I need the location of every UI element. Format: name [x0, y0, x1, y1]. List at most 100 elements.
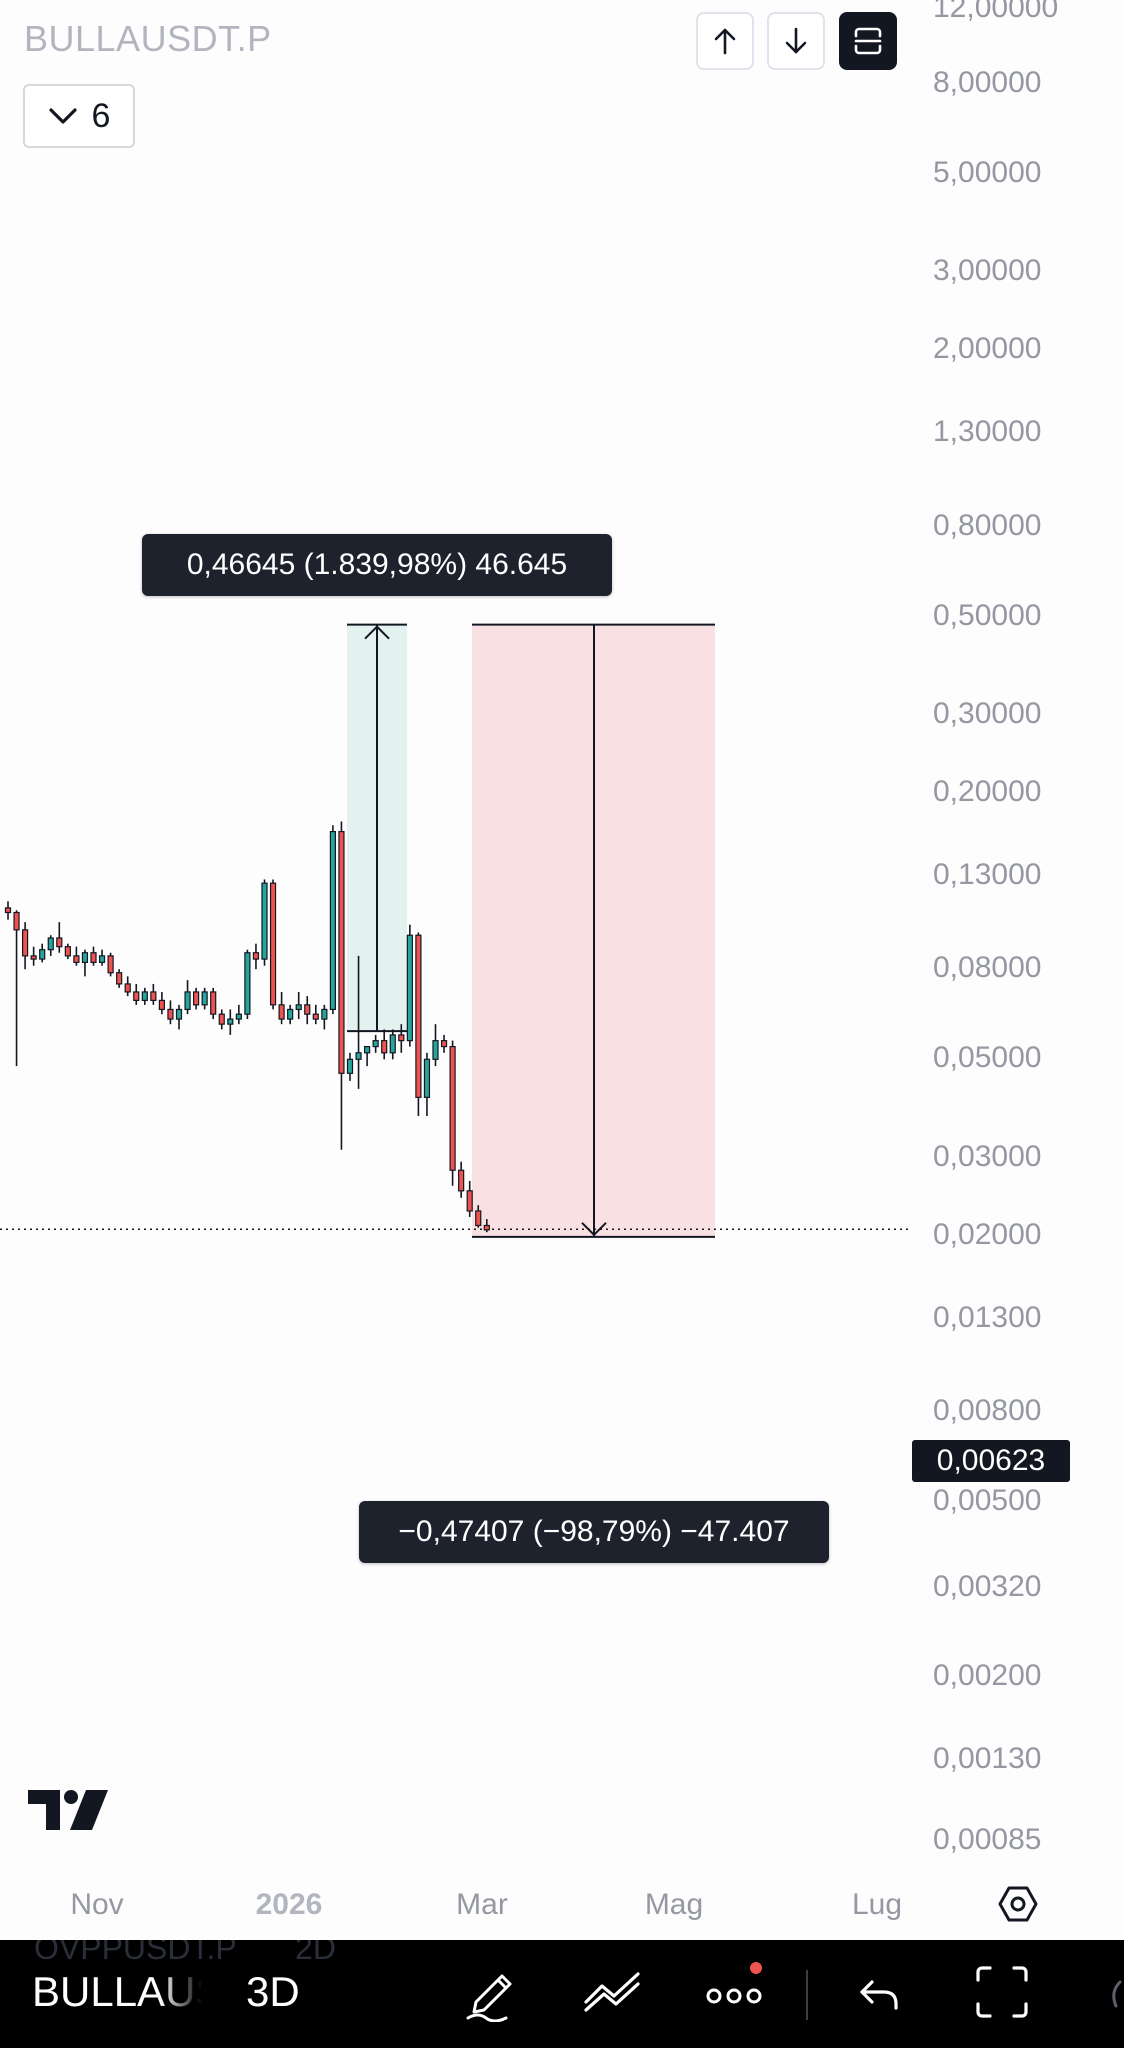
price-axis-label: 0,05000: [933, 1041, 1042, 1074]
candle-bull: [235, 1013, 242, 1020]
chart-area[interactable]: BULLAUSDT.P 6 12,00000 8,00000 5,00000 3…: [0, 0, 1124, 1940]
candle-bear: [116, 972, 123, 985]
ghost-interval: 2D: [295, 1940, 336, 1966]
price-axis-label: 12,00000: [933, 0, 1059, 24]
fullscreen-button[interactable]: [974, 1962, 1030, 2027]
candle-bear: [381, 1040, 388, 1054]
price-axis-label: 0,00500: [933, 1484, 1042, 1517]
candle-bear: [440, 1040, 448, 1048]
partial-edge-icon: [1100, 1962, 1124, 2027]
interval-value: 6: [91, 96, 111, 135]
notification-dot: [750, 1962, 762, 1974]
candle-bear: [13, 911, 20, 931]
price-axis-label: 0,00320: [933, 1570, 1042, 1603]
price-axis-label: 8,00000: [933, 66, 1042, 99]
toolbar-divider: [806, 1970, 808, 2020]
candle-bear: [30, 955, 37, 960]
ghost-symbol-row: OVPPUSDT.P 2D: [34, 1940, 336, 1967]
price-axis-label: 0,00085: [933, 1823, 1042, 1856]
candle-bear: [304, 1004, 311, 1015]
candle-bear: [415, 934, 422, 1098]
candle-bull: [201, 991, 208, 1006]
drawing-tool-button[interactable]: [462, 1962, 520, 2027]
candle-bull: [295, 1004, 302, 1011]
candle-bull: [432, 1040, 439, 1060]
arrow-down-icon: [785, 27, 807, 54]
candle-bear: [338, 831, 345, 1074]
candle-bear: [90, 952, 97, 963]
measure-down-arrowhead: [581, 1222, 607, 1237]
chart-canvas[interactable]: [0, 0, 1124, 1940]
candle-bear: [193, 991, 200, 1006]
candle-bear: [269, 882, 277, 1006]
candle-bull: [47, 937, 54, 951]
candle-bull: [227, 1018, 234, 1025]
price-axis-label: 0,03000: [933, 1140, 1042, 1173]
candle-bear: [4, 907, 12, 914]
price-axis-label: 0,00130: [933, 1742, 1042, 1775]
candle-bull: [346, 1058, 354, 1074]
undo-button[interactable]: [854, 1962, 904, 2027]
candle-bull: [389, 1034, 396, 1054]
price-axis-label: 0,20000: [933, 775, 1042, 808]
price-axis-label: 0,02000: [933, 1218, 1042, 1251]
price-axis-label: 0,30000: [933, 697, 1042, 730]
candle-bull: [244, 952, 251, 1015]
measure-up-label[interactable]: 0,46645 (1.839,98%) 46.645: [142, 534, 612, 596]
interval-button[interactable]: 3D: [246, 1968, 300, 2015]
candle-bear: [73, 955, 80, 963]
candle-bull: [39, 949, 46, 960]
symbol-title: BULLAUSDT.P: [24, 18, 272, 59]
candle-bull: [329, 831, 336, 1011]
fullscreen-icon: [976, 1966, 1028, 2018]
candle-bull: [355, 1052, 362, 1060]
trendline-icon: [584, 1972, 640, 2012]
fullscreen-icon: [854, 27, 882, 55]
candle-bull: [321, 1008, 328, 1020]
candle-bull: [98, 955, 106, 963]
measure-down-label[interactable]: −0,47407 (−98,79%) −47.407: [359, 1501, 829, 1563]
price-axis-label: 1,30000: [933, 415, 1042, 448]
measure-up-arrowhead: [364, 625, 390, 640]
candle-bull: [406, 934, 413, 1042]
candle-bull: [364, 1045, 371, 1054]
chart-settings-button[interactable]: [998, 1884, 1038, 1929]
candle-bear: [398, 1034, 405, 1042]
candle-bear: [124, 983, 131, 993]
candle-bull: [287, 1008, 294, 1020]
current-price-badge: 0,00623: [912, 1440, 1070, 1482]
price-axis-label: 0,01300: [933, 1301, 1042, 1334]
candle-bear: [252, 952, 260, 960]
interval-selector[interactable]: 6: [23, 84, 135, 148]
chevron-down-icon: [48, 108, 77, 124]
candle-bear: [150, 991, 157, 1002]
more-options-button[interactable]: [704, 1962, 768, 2027]
price-axis-label: 0,50000: [933, 599, 1042, 632]
time-axis-label: Nov: [70, 1888, 124, 1921]
candle-bear: [466, 1190, 473, 1212]
scroll-down-button[interactable]: [767, 12, 825, 70]
tradingview-logo[interactable]: [28, 1790, 108, 1835]
candle-bear: [64, 946, 71, 957]
trendline-tool-button[interactable]: [580, 1962, 646, 2027]
cutoff-icon: [1112, 1980, 1122, 2008]
candle-bear: [167, 1008, 174, 1020]
candle-bull: [261, 882, 268, 960]
candle-bear: [56, 937, 63, 948]
symbol-button[interactable]: BULLAUSDT.P: [32, 1968, 202, 2015]
candle-bear: [158, 999, 165, 1011]
candle-bear: [22, 929, 29, 957]
undo-icon: [860, 1980, 898, 2010]
time-axis-label: Mag: [644, 1888, 704, 1921]
candle-bear: [458, 1169, 465, 1192]
scroll-up-button[interactable]: [696, 12, 754, 70]
price-axis-label: 0,80000: [933, 509, 1042, 542]
candle-bull: [423, 1058, 431, 1098]
price-axis-label: 0,08000: [933, 951, 1042, 984]
more-icon: [706, 1962, 762, 2004]
fullscreen-toggle-button[interactable]: [839, 12, 897, 70]
candle-bull: [141, 991, 148, 1002]
candle-bear: [483, 1224, 490, 1231]
candle-bear: [278, 1004, 285, 1020]
candle-bear: [312, 1013, 319, 1020]
